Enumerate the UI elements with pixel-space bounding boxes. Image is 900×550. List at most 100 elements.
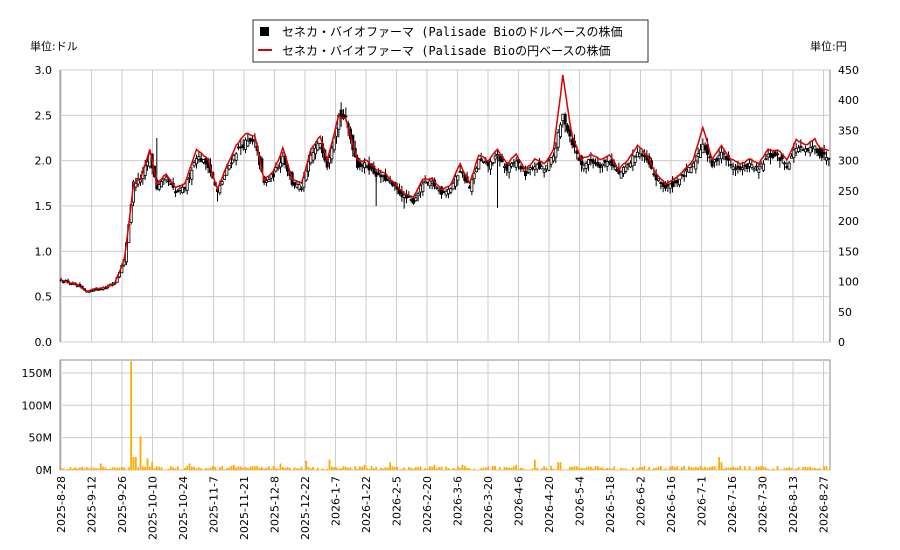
volume-bar [792, 469, 795, 471]
candle-body [724, 155, 728, 160]
volume-bar [456, 466, 459, 470]
volume-bar [435, 468, 438, 470]
candle-body [636, 151, 640, 158]
candle-body [734, 168, 738, 171]
volume-bar [412, 468, 415, 470]
legend-marker-usd [260, 27, 269, 36]
candle-body [166, 180, 170, 183]
volume-bar [489, 469, 492, 471]
candle-body [577, 157, 581, 161]
candle-body [708, 156, 712, 159]
candle-body [554, 147, 558, 158]
right-tick-label: 150 [838, 245, 859, 258]
volume-bar [69, 467, 72, 470]
candle-body [818, 148, 822, 156]
x-tick-label: 2026-6-16 [665, 476, 678, 533]
candle-body [411, 197, 415, 204]
candle-body [220, 181, 224, 185]
candle-body [666, 184, 670, 187]
candle-body [531, 167, 535, 170]
volume-bar [627, 469, 630, 471]
candle-body [584, 163, 588, 169]
volume-bar [678, 469, 681, 471]
candle-body [197, 156, 201, 160]
x-tick-label: 2025-11-21 [238, 476, 251, 540]
volume-bar [377, 469, 380, 471]
candle-body [472, 172, 476, 180]
candle-body [526, 171, 530, 174]
volume-bar [543, 466, 546, 470]
volume-bar [657, 466, 660, 470]
volume-bar [92, 467, 95, 470]
volume-bars [60, 361, 830, 471]
candle-body [145, 161, 149, 167]
x-tick-label: 2025-9-26 [116, 476, 129, 533]
volume-bar [207, 468, 210, 470]
volume-bar [783, 467, 786, 470]
volume-bar [393, 467, 396, 470]
x-tick-label: 2026-2-5 [391, 476, 404, 526]
candle-body [386, 179, 390, 182]
x-tick-label: 2025-10-24 [177, 476, 190, 540]
right-tick-label: 100 [838, 276, 859, 289]
volume-bar [608, 468, 611, 470]
volume-bar [62, 468, 65, 470]
volume-bar [176, 466, 179, 470]
volume-bar [809, 466, 812, 470]
volume-bar [237, 466, 240, 470]
volume-bar [526, 469, 529, 471]
volume-bar [692, 467, 695, 470]
volume-axis: 0M 50M 100M 150M [22, 367, 53, 477]
candle-body [334, 127, 338, 137]
volume-bar [235, 467, 238, 470]
candle-body [664, 184, 668, 189]
candle-body [306, 161, 310, 172]
candle-body [692, 162, 696, 168]
candle-body [594, 162, 598, 165]
volume-bar [302, 469, 305, 471]
candle-body [731, 166, 735, 170]
volume-bar [820, 469, 823, 471]
volume-bar [288, 467, 291, 470]
volume-bar [113, 467, 116, 470]
volume-bar [410, 467, 413, 470]
volume-bar [354, 466, 357, 470]
volume-bar [379, 467, 382, 470]
volume-bar [536, 467, 539, 470]
candle-body [783, 162, 787, 165]
candle-body [278, 162, 282, 168]
x-tick-label: 2026-2-20 [421, 476, 434, 533]
candle-body [787, 162, 791, 170]
volume-bar [431, 467, 434, 470]
candle-body [498, 156, 502, 162]
x-tick-label: 2026-4-20 [543, 476, 556, 533]
volume-bar [291, 469, 294, 471]
x-tick-label: 2026-7-1 [696, 476, 709, 526]
candle-body [748, 162, 752, 167]
candle-body [815, 148, 819, 153]
volume-bar [125, 469, 128, 471]
candle-body [755, 165, 759, 168]
volume-bar [428, 466, 431, 470]
volume-bar [482, 467, 485, 470]
volume-bar [155, 466, 158, 470]
candle-body [425, 181, 429, 184]
volume-bar [109, 468, 112, 470]
volume-bar [669, 466, 672, 470]
candle-body [493, 155, 497, 160]
volume-bar [559, 462, 562, 470]
candle-body [243, 139, 247, 150]
candle-body [591, 159, 595, 164]
volume-bar [137, 467, 140, 470]
volume-bar [505, 467, 508, 470]
volume-bar [267, 466, 270, 470]
volume-bar [421, 469, 424, 471]
candle-body [330, 147, 334, 160]
volume-bar [687, 466, 690, 470]
volume-bar [172, 467, 175, 470]
volume-bar [725, 467, 728, 470]
volume-bar [298, 468, 301, 470]
volume-bar [204, 468, 207, 470]
volume-bar [246, 468, 249, 470]
volume-bar [67, 468, 70, 470]
